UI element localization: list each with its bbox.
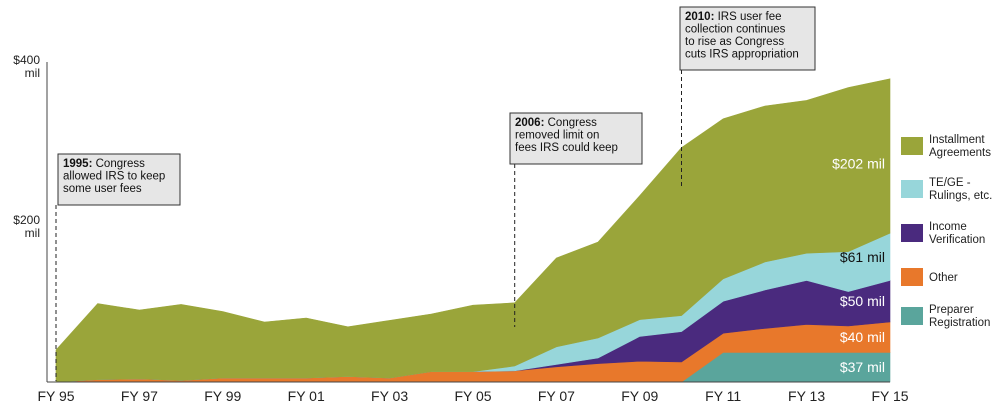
legend-label: TE/GE -Rulings, etc.	[929, 177, 992, 202]
segment-label-income-verification: $50 mil	[840, 293, 885, 309]
annotation-2: 2006: Congress removed limit on fees IRS c…	[509, 112, 643, 327]
x-tick-label: FY 95	[37, 388, 74, 404]
annotation-3: 2010: IRS user fee collection continues to…	[679, 6, 816, 187]
annotation-text: 2006: Congress removed limit on fees IRS c…	[515, 117, 618, 154]
x-tick-label: FY 09	[621, 388, 658, 404]
annotation-1: 1995: Congress allowed IRS to keep some us…	[55, 153, 181, 381]
annotation-text: 1995: Congress allowed IRS to keep some us…	[63, 158, 165, 195]
annotation-text: 2010: IRS user fee collection continues to…	[685, 11, 799, 61]
legend-label: Other	[929, 272, 958, 284]
y-tick-label: $400 mil	[13, 53, 40, 80]
x-tick-label: FY 15	[871, 388, 908, 404]
segment-label-preparer-registration: $37 mil	[840, 359, 885, 375]
legend-item-other: Other	[901, 268, 958, 286]
legend-label: Income Verification	[929, 221, 985, 246]
legend-swatch	[901, 268, 923, 286]
x-tick-label: FY 05	[454, 388, 491, 404]
legend-label: Installment Agreements	[929, 134, 991, 159]
segment-label-other: $40 mil	[840, 329, 885, 345]
segment-label-te-ge-rulings-etc: $61 mil	[840, 249, 885, 265]
segment-label-installment-agreements: $202 mil	[832, 156, 885, 172]
x-tick-label: FY 03	[371, 388, 408, 404]
annotation-box	[679, 6, 816, 71]
legend-item-preparer-registration: Preparer Registration	[901, 304, 990, 329]
legend-label: Preparer Registration	[929, 304, 990, 329]
x-tick-label: FY 01	[288, 388, 325, 404]
legend-swatch	[901, 180, 923, 198]
annotation-box	[57, 153, 181, 206]
legend-item-installment-agreements: Installment Agreements	[901, 134, 991, 159]
x-tick-label: FY 11	[705, 388, 741, 404]
y-tick-label: $200 mil	[13, 213, 40, 240]
legend-swatch	[901, 307, 923, 325]
annotation-box	[509, 112, 643, 165]
legend-swatch	[901, 224, 923, 242]
x-tick-label: FY 13	[788, 388, 825, 404]
legend-item-income-verification: Income Verification	[901, 221, 985, 246]
x-tick-label: FY 97	[121, 388, 158, 404]
legend-item-te-ge-rulings-etc: TE/GE -Rulings, etc.	[901, 177, 992, 202]
x-tick-label: FY 99	[204, 388, 241, 404]
x-tick-label: FY 07	[538, 388, 575, 404]
legend-swatch	[901, 137, 923, 155]
